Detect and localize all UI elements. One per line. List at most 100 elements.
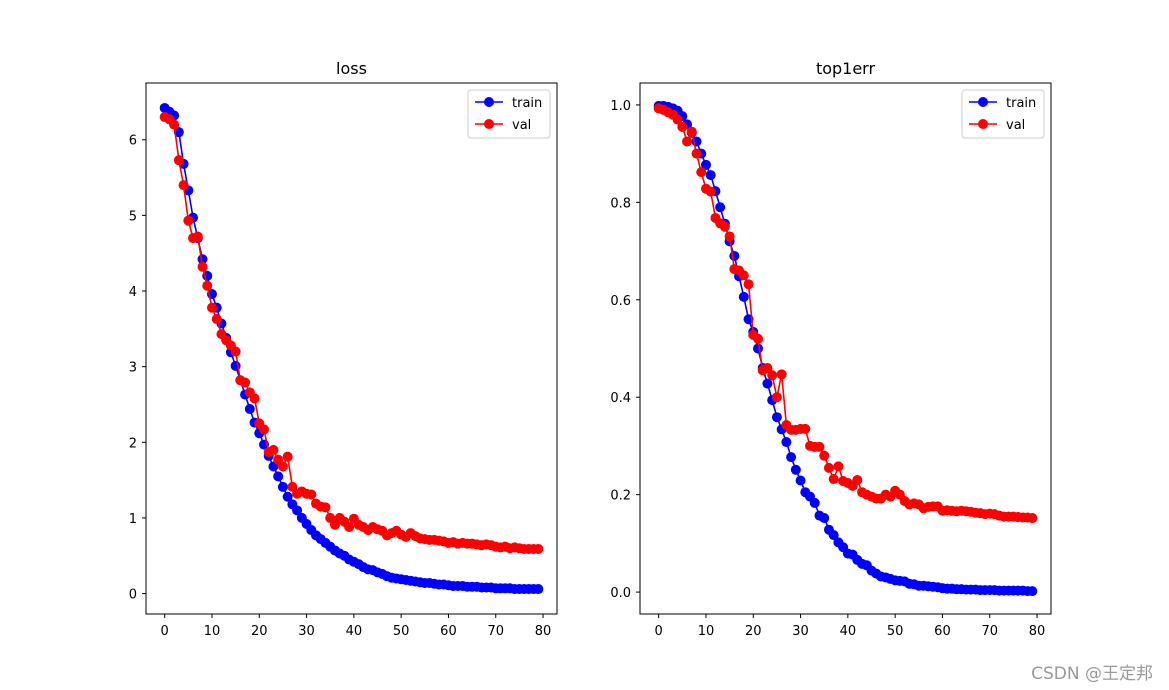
x-tick-label: 30 bbox=[298, 624, 315, 639]
y-tick-label: 0.4 bbox=[610, 391, 631, 406]
legend-label-val: val bbox=[1006, 118, 1025, 133]
x-tick-label: 0 bbox=[655, 624, 663, 639]
data-point-val bbox=[192, 231, 203, 242]
data-point-val bbox=[202, 280, 213, 291]
data-point-val bbox=[771, 392, 782, 403]
data-point-val bbox=[800, 423, 811, 434]
data-point-val bbox=[852, 475, 863, 486]
data-point-val bbox=[206, 302, 217, 313]
data-point-val bbox=[178, 180, 189, 191]
data-point-train bbox=[786, 452, 797, 463]
data-point-val bbox=[1027, 513, 1038, 524]
data-point-val bbox=[753, 333, 764, 344]
x-tick-label: 10 bbox=[204, 624, 221, 639]
data-point-val bbox=[277, 461, 288, 472]
data-point-val bbox=[169, 119, 180, 130]
data-point-val bbox=[696, 167, 707, 178]
data-point-train bbox=[753, 343, 764, 354]
x-tick-label: 0 bbox=[161, 624, 169, 639]
data-point-train bbox=[533, 584, 544, 595]
data-point-val bbox=[677, 121, 688, 132]
data-point-train bbox=[771, 412, 782, 423]
data-point-val bbox=[173, 155, 184, 166]
data-point-val bbox=[814, 441, 825, 452]
y-tick-label: 4 bbox=[129, 285, 137, 300]
series-val bbox=[653, 103, 1038, 524]
x-tick-label: 20 bbox=[745, 624, 762, 639]
data-point-val bbox=[211, 314, 222, 324]
data-point-val bbox=[823, 462, 834, 473]
x-tick-label: 60 bbox=[440, 624, 457, 639]
data-point-train bbox=[292, 505, 303, 516]
y-tick-label: 2 bbox=[129, 436, 137, 451]
data-point-train bbox=[809, 497, 820, 508]
legend: train val bbox=[961, 89, 1045, 139]
series-train bbox=[653, 100, 1038, 597]
data-point-val bbox=[259, 424, 270, 435]
data-point-val bbox=[705, 186, 716, 197]
data-point-train bbox=[790, 464, 801, 475]
data-point-val bbox=[230, 346, 241, 357]
y-tick-label: 0.6 bbox=[610, 294, 631, 309]
data-point-train bbox=[795, 475, 806, 486]
x-tick-label: 70 bbox=[487, 624, 504, 639]
x-tick-label: 80 bbox=[535, 624, 552, 639]
legend-marker-val bbox=[978, 119, 988, 129]
data-point-val bbox=[743, 279, 754, 290]
y-tick-label: 5 bbox=[129, 209, 137, 224]
data-point-train bbox=[700, 159, 711, 170]
series-line-val bbox=[658, 107, 1033, 519]
x-tick-label: 40 bbox=[346, 624, 363, 639]
chart-title: loss bbox=[336, 59, 367, 78]
data-point-val bbox=[833, 461, 844, 472]
data-point-train bbox=[819, 513, 830, 524]
x-tick-label: 30 bbox=[792, 624, 809, 639]
axes-frame bbox=[639, 82, 1052, 615]
axes-frame bbox=[145, 82, 558, 615]
data-point-train bbox=[828, 530, 839, 541]
chart-top1err: top1err 0 10 20 30 40 50 60 70 80 0.0 0.2 0.4 0.6 0.8 1… bbox=[610, 59, 1052, 639]
series-line-train bbox=[658, 105, 1033, 592]
y-tick-label: 0.2 bbox=[610, 489, 631, 504]
data-point-train bbox=[705, 170, 716, 181]
y-tick-label: 0.0 bbox=[610, 586, 631, 601]
chart-title: top1err bbox=[816, 59, 876, 78]
legend-marker-train bbox=[978, 97, 988, 107]
data-point-train bbox=[781, 437, 792, 448]
data-point-val bbox=[249, 393, 260, 404]
data-point-val bbox=[533, 543, 544, 554]
data-point-val bbox=[819, 450, 830, 461]
x-tick-label: 60 bbox=[934, 624, 951, 639]
y-tick-label: 0 bbox=[129, 588, 137, 603]
data-point-val bbox=[724, 231, 735, 242]
data-point-train bbox=[277, 481, 288, 492]
data-point-train bbox=[197, 254, 208, 265]
data-point-val bbox=[828, 474, 839, 485]
data-point-val bbox=[719, 221, 730, 232]
y-tick-label: 1.0 bbox=[610, 99, 631, 114]
data-point-val bbox=[686, 126, 697, 137]
legend-label-train: train bbox=[512, 96, 542, 111]
y-tick-label: 3 bbox=[129, 361, 137, 376]
data-point-val bbox=[776, 369, 787, 380]
x-tick-label: 50 bbox=[887, 624, 904, 639]
data-point-train bbox=[244, 404, 255, 415]
data-point-train bbox=[282, 491, 293, 502]
data-point-train bbox=[729, 250, 740, 261]
data-point-val bbox=[691, 148, 702, 159]
data-point-train bbox=[762, 378, 773, 389]
y-tick-label: 0.8 bbox=[610, 196, 631, 211]
data-point-val bbox=[344, 522, 355, 533]
x-tick-label: 10 bbox=[698, 624, 715, 639]
data-point-val bbox=[682, 136, 693, 147]
data-point-val bbox=[306, 489, 317, 500]
legend-label-val: val bbox=[512, 118, 531, 133]
data-point-val bbox=[197, 261, 208, 272]
data-point-val bbox=[240, 377, 251, 388]
legend: train val bbox=[467, 89, 551, 139]
data-point-val bbox=[762, 362, 773, 373]
x-tick-label: 80 bbox=[1029, 624, 1046, 639]
x-tick-label: 40 bbox=[840, 624, 857, 639]
data-point-val bbox=[738, 270, 749, 281]
